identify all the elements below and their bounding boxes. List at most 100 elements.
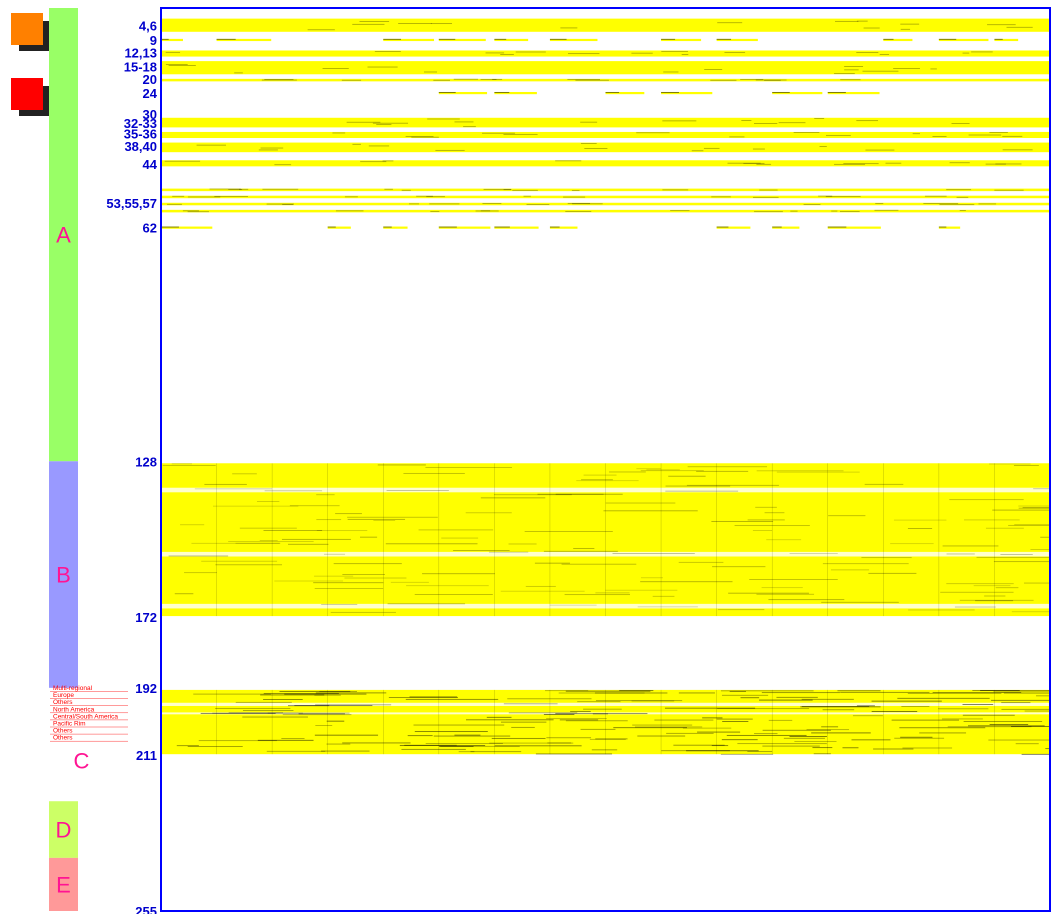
row-label: 62 xyxy=(143,221,157,236)
dense-speckle xyxy=(544,690,589,692)
data-row xyxy=(161,226,213,229)
dense-speckle xyxy=(314,588,384,589)
data-speckle xyxy=(423,71,438,73)
dense-speckle xyxy=(228,541,314,543)
dense-speckle xyxy=(789,553,838,554)
dense-speckle xyxy=(256,501,280,502)
data-speckle xyxy=(376,124,392,125)
data-speckle xyxy=(483,188,512,190)
data-speckle xyxy=(900,23,920,25)
dense-speckle xyxy=(871,700,942,702)
dense-speckle xyxy=(1011,611,1051,613)
dense-speckle xyxy=(734,525,810,527)
dense-speckle xyxy=(954,606,996,608)
data-speckle xyxy=(560,27,578,29)
red-square-icon[interactable] xyxy=(11,78,49,116)
red-square-square xyxy=(11,78,43,110)
data-speckle xyxy=(827,226,847,228)
dense-speckle xyxy=(347,518,406,520)
dense-speckle xyxy=(995,587,1019,589)
dense-speckle xyxy=(665,490,739,492)
data-row xyxy=(605,91,645,95)
data-speckle xyxy=(938,38,957,40)
data-speckle xyxy=(216,38,236,40)
dense-speckle xyxy=(507,698,592,700)
data-speckle xyxy=(856,20,868,22)
row-label: 30 xyxy=(143,107,157,122)
data-speckle xyxy=(971,51,993,53)
dense-speckle xyxy=(228,712,283,714)
dense-speckle xyxy=(761,692,840,694)
dense-speckle xyxy=(576,480,639,482)
data-speckle xyxy=(1002,135,1023,137)
dense-speckle xyxy=(198,740,277,742)
data-row xyxy=(161,61,1050,75)
data-row xyxy=(161,38,183,42)
dense-speckle xyxy=(390,581,429,583)
dense-speckle xyxy=(640,577,663,579)
data-speckle xyxy=(182,210,200,212)
data-speckle xyxy=(756,163,772,165)
data-speckle xyxy=(352,23,385,25)
data-speckle xyxy=(834,163,866,165)
dense-speckle xyxy=(583,474,617,476)
dense-speckle xyxy=(762,729,831,731)
data-speckle xyxy=(264,79,294,80)
dense-speckle xyxy=(613,727,687,729)
data-row xyxy=(994,38,1019,42)
dense-speckle xyxy=(993,561,1051,563)
data-speckle xyxy=(523,195,531,197)
dense-speckle xyxy=(899,727,986,729)
dense-speckle xyxy=(726,734,807,736)
dense-speckle xyxy=(747,519,785,521)
heatmap-plot xyxy=(160,7,1051,912)
dense-speckle xyxy=(500,590,585,592)
dense-speckle xyxy=(637,606,698,608)
dense-speckle xyxy=(755,506,777,508)
dense-speckle xyxy=(756,470,844,472)
data-speckle xyxy=(883,38,894,40)
dense-speckle xyxy=(565,690,651,692)
dense-speckle xyxy=(813,753,831,755)
data-speckle xyxy=(164,160,201,162)
dense-speckle xyxy=(919,732,967,734)
dense-band-fill xyxy=(161,689,1050,755)
group-bar: A B C D E xyxy=(49,8,90,911)
dense-speckle xyxy=(717,609,765,611)
dense-speckle xyxy=(549,604,597,606)
dense-speckle xyxy=(465,512,512,514)
row-label: 35-36 xyxy=(124,127,157,142)
dense-speckle xyxy=(284,693,367,695)
dense-speckle xyxy=(747,750,773,752)
data-speckle xyxy=(563,196,586,198)
dense-speckle xyxy=(1022,507,1051,509)
dense-speckle xyxy=(508,712,578,714)
dense-speckle xyxy=(263,699,303,700)
data-speckle xyxy=(716,226,729,228)
dense-speckle xyxy=(637,735,686,737)
dense-speckle xyxy=(603,510,698,512)
data-row xyxy=(883,38,913,42)
dense-speckle xyxy=(605,589,678,591)
data-row xyxy=(327,226,351,229)
data-speckle xyxy=(989,132,1008,133)
dense-speckle xyxy=(314,575,354,577)
dense-speckle xyxy=(756,593,815,595)
data-speckle xyxy=(580,143,597,144)
group-a-bar xyxy=(49,8,78,462)
data-speckle xyxy=(661,38,676,40)
dense-speckle xyxy=(632,724,693,726)
dense-speckle xyxy=(720,753,774,755)
data-speckle xyxy=(834,73,855,75)
data-row xyxy=(161,202,1050,206)
data-speckle xyxy=(494,91,510,93)
dense-speckle xyxy=(822,709,855,711)
dense-speckle xyxy=(321,750,370,752)
group-c-label: C xyxy=(74,749,90,774)
data-speckle xyxy=(885,162,902,164)
data-row xyxy=(661,38,702,42)
orange-square-icon[interactable] xyxy=(11,13,49,51)
dense-speckle xyxy=(985,527,1024,529)
dense-speckle xyxy=(963,721,1043,722)
